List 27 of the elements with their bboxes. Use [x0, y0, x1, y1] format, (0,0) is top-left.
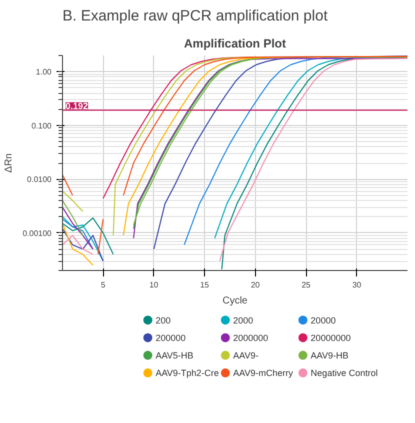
x-tick-label: 20: [250, 280, 260, 290]
legend-label: AAV5-HB: [156, 350, 194, 360]
chart-subtitle: Amplification Plot: [184, 36, 286, 50]
x-axis-title: Cycle: [222, 296, 248, 306]
x-tick-label: 25: [302, 280, 312, 290]
legend-label: 20000000: [310, 333, 351, 344]
y-tick-label: 0.00100: [22, 228, 52, 238]
legend-label: 2000: [233, 316, 254, 326]
ref-line-label: 0.192: [66, 101, 88, 112]
legend-label: AAV9-mCherry: [233, 368, 294, 378]
legend-label: AAV9-Tph2-Cre: [156, 368, 219, 378]
x-tick-label: 10: [149, 280, 159, 290]
legend-label: AAV9-: [233, 350, 258, 360]
legend-label: 200: [156, 316, 171, 326]
legend-label: 200000: [156, 333, 186, 344]
y-tick-label: 0.0100: [27, 175, 52, 184]
y-axis-title: ΔRn: [4, 153, 15, 173]
legend-label: 20000: [310, 316, 336, 326]
legend-label: 2000000: [233, 333, 268, 344]
x-tick-label: 5: [100, 280, 106, 290]
legend-label: AAV9-HB: [310, 350, 349, 360]
x-tick-label: 15: [200, 280, 210, 290]
legend-label: Negative Control: [310, 368, 378, 378]
y-tick-label: 0.100: [31, 121, 52, 130]
y-tick-label: 1.00: [36, 68, 52, 77]
chart-title: B. Example raw qPCR amplification plot: [62, 8, 328, 24]
x-tick-label: 30: [352, 280, 362, 290]
